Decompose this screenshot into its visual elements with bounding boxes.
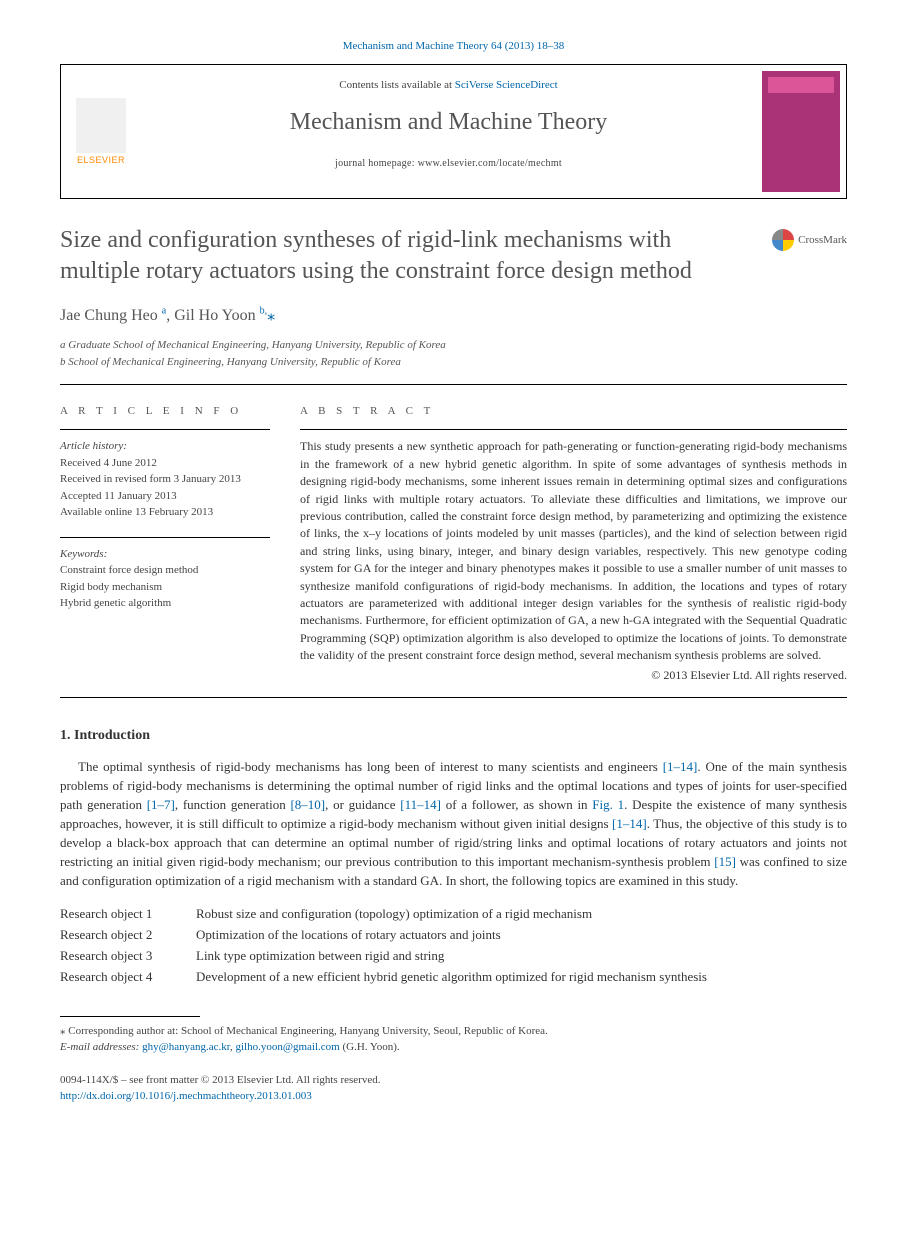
research-objects-list: Research object 1Robust size and configu… (60, 904, 847, 987)
abstract-column: A B S T R A C T This study presents a ne… (300, 405, 847, 683)
footnotes: ⁎ Corresponding author at: School of Mec… (60, 1023, 847, 1056)
email-label: E-mail addresses: (60, 1041, 142, 1053)
history-accepted: Accepted 11 January 2013 (60, 488, 270, 505)
article-info-heading: A R T I C L E I N F O (60, 405, 270, 417)
keyword-3: Hybrid genetic algorithm (60, 595, 270, 612)
history-received: Received 4 June 2012 (60, 455, 270, 472)
journal-cover-thumbnail (762, 71, 840, 192)
keywords-label: Keywords: (60, 546, 270, 563)
research-text: Development of a new efficient hybrid ge… (196, 967, 707, 988)
journal-header-box: ELSEVIER Contents lists available at Sci… (60, 64, 847, 199)
paper-page: Mechanism and Machine Theory 64 (2013) 1… (0, 0, 907, 1135)
article-title: Size and configuration syntheses of rigi… (60, 225, 752, 287)
info-abstract-row: A R T I C L E I N F O Article history: R… (60, 405, 847, 683)
contents-lists-line: Contents lists available at SciVerse Sci… (151, 79, 746, 91)
research-label: Research object 2 (60, 925, 196, 946)
cite-link[interactable]: [1–14] (663, 759, 698, 774)
homepage-line: journal homepage: www.elsevier.com/locat… (151, 158, 746, 169)
intro-paragraph: The optimal synthesis of rigid-body mech… (60, 758, 847, 890)
affiliation-a: a Graduate School of Mechanical Engineer… (60, 337, 847, 354)
history-revised: Received in revised form 3 January 2013 (60, 471, 270, 488)
research-label: Research object 1 (60, 904, 196, 925)
research-text: Optimization of the locations of rotary … (196, 925, 501, 946)
research-object-4: Research object 4Development of a new ef… (60, 967, 847, 988)
email-line: E-mail addresses: ghy@hanyang.ac.kr, gil… (60, 1039, 847, 1056)
research-object-1: Research object 1Robust size and configu… (60, 904, 847, 925)
page-footer: 0094-114X/$ – see front matter © 2013 El… (60, 1072, 847, 1105)
contents-prefix: Contents lists available at (339, 79, 454, 91)
homepage-label: journal homepage: (335, 158, 418, 169)
header-center: Contents lists available at SciVerse Sci… (141, 65, 756, 198)
history-label: Article history: (60, 438, 270, 455)
elsevier-label: ELSEVIER (77, 155, 125, 165)
footer-copyright: 0094-114X/$ – see front matter © 2013 El… (60, 1072, 847, 1089)
sciencedirect-link[interactable]: SciVerse ScienceDirect (455, 79, 558, 91)
cite-link[interactable]: [15] (714, 854, 736, 869)
article-history-block: Article history: Received 4 June 2012 Re… (60, 429, 270, 521)
crossmark-label: CrossMark (798, 234, 847, 246)
fig-link[interactable]: Fig. 1 (592, 797, 624, 812)
elsevier-logo: ELSEVIER (61, 65, 141, 198)
authors-line: Jae Chung Heo a, Gil Ho Yoon b,⁎ (60, 305, 847, 325)
elsevier-tree-icon (76, 98, 126, 153)
journal-reference: Mechanism and Machine Theory 64 (2013) 1… (60, 40, 847, 52)
cite-link[interactable]: [11–14] (400, 797, 441, 812)
affiliations: a Graduate School of Mechanical Engineer… (60, 337, 847, 370)
cite-link[interactable]: [8–10] (290, 797, 325, 812)
affiliation-b: b School of Mechanical Engineering, Hany… (60, 354, 847, 371)
cite-link[interactable]: [1–7] (147, 797, 175, 812)
research-label: Research object 3 (60, 946, 196, 967)
homepage-url[interactable]: www.elsevier.com/locate/mechmt (418, 158, 562, 169)
history-online: Available online 13 February 2013 (60, 504, 270, 521)
title-row: Size and configuration syntheses of rigi… (60, 225, 847, 287)
keywords-block: Keywords: Constraint force design method… (60, 537, 270, 612)
keyword-2: Rigid body mechanism (60, 579, 270, 596)
article-info-column: A R T I C L E I N F O Article history: R… (60, 405, 270, 683)
cite-link[interactable]: [1–14] (612, 816, 647, 831)
abstract-heading: A B S T R A C T (300, 405, 847, 417)
crossmark-icon (772, 229, 794, 251)
email-link-2[interactable]: gilho.yoon@gmail.com (235, 1041, 339, 1053)
research-object-3: Research object 3Link type optimization … (60, 946, 847, 967)
divider-rule-2 (60, 697, 847, 698)
email-link-1[interactable]: ghy@hanyang.ac.kr (142, 1041, 230, 1053)
footnote-separator (60, 1016, 200, 1017)
keyword-1: Constraint force design method (60, 562, 270, 579)
crossmark-badge[interactable]: CrossMark (772, 229, 847, 251)
research-text: Robust size and configuration (topology)… (196, 904, 592, 925)
copyright-line: © 2013 Elsevier Ltd. All rights reserved… (300, 668, 847, 683)
journal-name: Mechanism and Machine Theory (151, 109, 746, 136)
research-object-2: Research object 2Optimization of the loc… (60, 925, 847, 946)
corresponding-mark: ⁎ (267, 307, 275, 324)
authors-names: Jae Chung Heo a, Gil Ho Yoon b, (60, 307, 267, 324)
abstract-text: This study presents a new synthetic appr… (300, 429, 847, 664)
research-text: Link type optimization between rigid and… (196, 946, 444, 967)
email-tail: (G.H. Yoon). (340, 1041, 400, 1053)
doi-link[interactable]: http://dx.doi.org/10.1016/j.mechmachtheo… (60, 1088, 847, 1105)
intro-heading: 1. Introduction (60, 728, 847, 744)
corresponding-author-note: ⁎ Corresponding author at: School of Mec… (60, 1023, 847, 1040)
divider-rule (60, 384, 847, 385)
research-label: Research object 4 (60, 967, 196, 988)
